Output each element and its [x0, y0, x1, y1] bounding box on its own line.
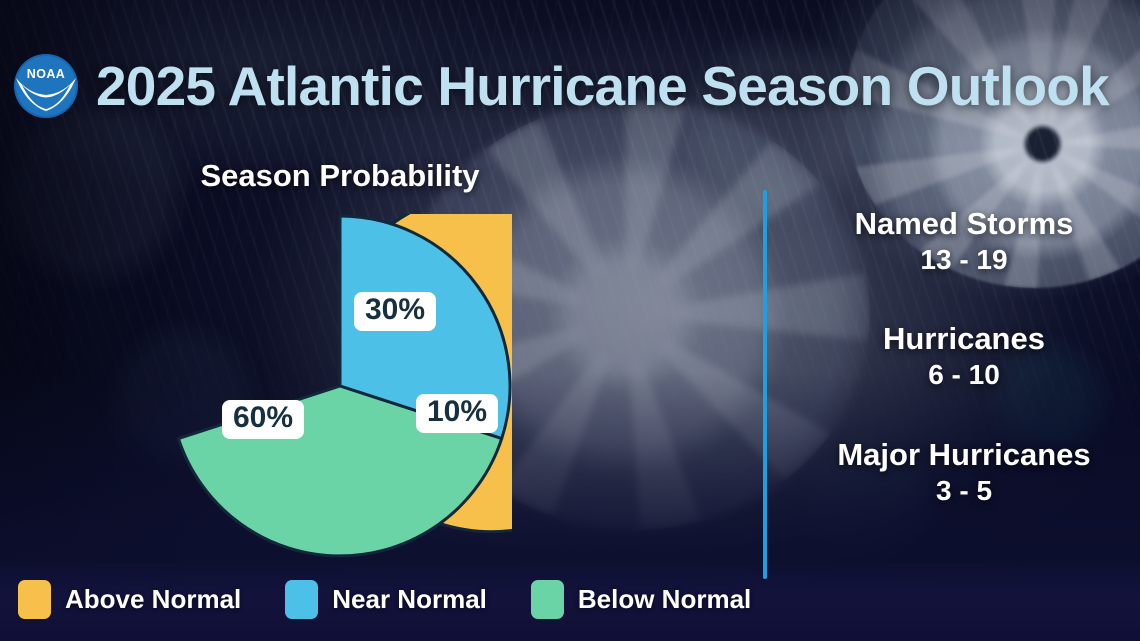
stat-label-named-storms: Named Storms	[854, 206, 1074, 241]
legend-item-below-normal: Below Normal	[530, 580, 752, 619]
pie-chart-heading: Season Probability	[200, 158, 480, 193]
legend-swatch-below-normal	[530, 580, 564, 619]
stat-value-hurricanes: 6 - 10	[928, 359, 1000, 391]
svg-text:NOAA: NOAA	[27, 67, 65, 81]
noaa-logo-icon: NOAA	[14, 54, 78, 118]
stat-named-storms: Named Storms 13 - 19	[790, 206, 1138, 278]
legend-label-above-normal: Above Normal	[65, 584, 242, 614]
pie-label-near-normal: 30%	[354, 292, 437, 332]
stat-label-major-hurricanes: Major Hurricanes	[837, 436, 1091, 472]
season-probability-pie-chart: 30% 60% 10%	[168, 214, 512, 558]
legend-label-below-normal: Below Normal	[577, 584, 752, 614]
legend-item-near-normal: Near Normal	[285, 580, 487, 619]
legend-swatch-near-normal	[285, 580, 319, 619]
chart-legend: Above Normal Near Normal Below Normal	[18, 580, 751, 619]
stat-value-named-storms: 13 - 19	[920, 243, 1008, 275]
forecast-stats-panel: Named Storms 13 - 19 Hurricanes 6 - 10 M…	[790, 206, 1138, 509]
legend-swatch-above-normal	[18, 580, 51, 619]
bottom-color-band	[0, 563, 1140, 641]
legend-item-above-normal: Above Normal	[18, 580, 241, 619]
page-title: 2025 Atlantic Hurricane Season Outlook	[96, 54, 1110, 117]
vertical-divider	[763, 190, 767, 579]
legend-label-near-normal: Near Normal	[332, 584, 487, 614]
season-probability-panel: Season Probability 30% 60% 10%	[168, 158, 528, 558]
stat-hurricanes: Hurricanes 6 - 10	[790, 321, 1138, 393]
pie-label-above-normal: 60%	[222, 400, 305, 440]
stat-major-hurricanes: Major Hurricanes 3 - 5	[790, 437, 1138, 509]
slide-header: NOAA 2025 Atlantic Hurricane Season Outl…	[0, 54, 1110, 118]
stat-value-major-hurricanes: 3 - 5	[935, 474, 993, 506]
pie-label-below-normal: 10%	[416, 394, 499, 434]
stat-label-hurricanes: Hurricanes	[883, 321, 1045, 357]
